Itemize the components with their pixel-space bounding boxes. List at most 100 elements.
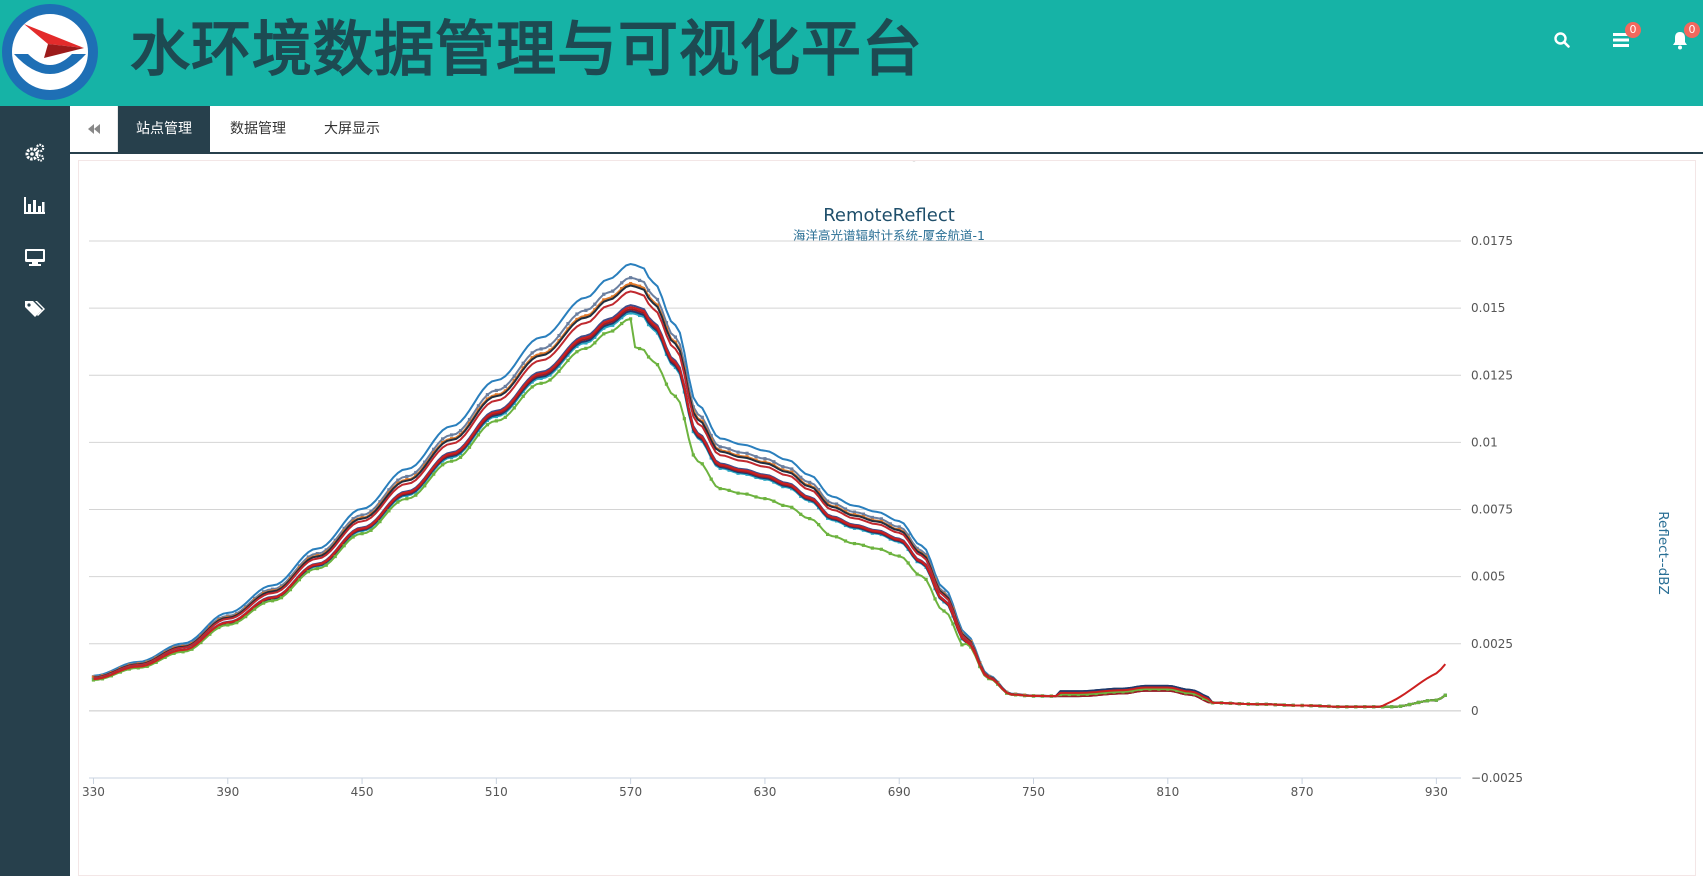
tab-data-management[interactable]: 数据管理 <box>230 121 286 137</box>
series-markers-10 <box>91 317 1447 709</box>
x-tick-label: 510 <box>485 785 508 799</box>
data-point <box>1094 691 1098 696</box>
data-point <box>897 525 901 529</box>
y-tick-label: 0.015 <box>1471 301 1505 315</box>
data-point <box>548 348 552 352</box>
data-point <box>485 397 489 401</box>
data-point <box>772 499 776 503</box>
tab-bar: 站点管理 数据管理 大屏显示 <box>70 106 1703 154</box>
series-markers-3 <box>91 281 1447 709</box>
data-point <box>593 335 597 339</box>
data-point <box>620 281 624 285</box>
sidebar-item-tags[interactable] <box>0 284 70 334</box>
data-point <box>799 512 803 516</box>
data-point <box>467 417 472 422</box>
data-point <box>593 308 597 312</box>
data-point <box>942 609 946 613</box>
data-point <box>244 615 248 619</box>
data-point <box>834 535 839 539</box>
data-point <box>611 329 615 333</box>
data-point <box>790 467 794 471</box>
app-header: 水环境数据管理与可视化平台 0 0 <box>0 0 1703 106</box>
data-point <box>1103 691 1107 695</box>
data-point <box>1148 687 1152 691</box>
x-tick-label: 390 <box>216 785 239 799</box>
data-point <box>521 394 525 398</box>
data-point <box>655 363 660 367</box>
data-point <box>951 622 955 626</box>
data-point <box>718 487 722 491</box>
data-point <box>485 393 489 397</box>
tab-site-management[interactable]: 站点管理 <box>118 106 210 152</box>
sidebar-item-charts[interactable] <box>0 180 70 230</box>
data-point <box>1130 689 1134 693</box>
x-tick-label: 870 <box>1291 785 1314 799</box>
data-point <box>745 455 749 459</box>
data-point <box>279 596 284 600</box>
data-point <box>333 554 337 559</box>
data-point <box>611 323 615 327</box>
data-point <box>557 339 561 343</box>
data-point <box>566 322 570 326</box>
data-point <box>879 517 883 521</box>
data-point <box>253 607 257 611</box>
x-axis-ticks: 330 390 450 510 570 630 690 750 810 870 930 <box>82 777 1461 799</box>
data-point <box>199 640 203 645</box>
x-tick-label: 690 <box>888 785 911 799</box>
data-point <box>754 458 758 462</box>
data-point <box>315 552 319 556</box>
data-point <box>745 472 749 476</box>
data-point <box>825 532 830 537</box>
data-point <box>1058 692 1062 697</box>
data-point <box>503 415 507 419</box>
collapse-tabs-button[interactable] <box>70 106 118 152</box>
search-icon[interactable] <box>1542 20 1582 60</box>
tab-big-screen[interactable]: 大屏显示 <box>324 121 380 137</box>
data-point <box>530 356 534 360</box>
data-point <box>342 544 346 548</box>
data-point <box>530 351 534 355</box>
data-point <box>772 480 776 484</box>
data-point <box>261 590 266 594</box>
data-point <box>575 312 579 316</box>
y-tick-label: 0.0075 <box>1471 503 1513 517</box>
data-point <box>897 554 901 558</box>
data-point <box>512 374 516 378</box>
data-point <box>629 281 633 286</box>
monitor-icon <box>25 249 45 266</box>
data-point <box>808 517 812 521</box>
data-point <box>557 333 561 338</box>
data-point <box>834 502 839 506</box>
data-point <box>261 601 266 605</box>
data-point <box>369 509 373 513</box>
chart-subtitle: 海洋高光谱辐射计系统-厦金航道-1 <box>793 228 985 243</box>
data-point <box>449 437 454 441</box>
data-point <box>620 321 624 326</box>
series-line-2 <box>93 276 1446 708</box>
data-point <box>781 465 785 469</box>
data-point <box>727 447 731 451</box>
sidebar-item-display[interactable] <box>0 232 70 282</box>
data-point <box>772 460 776 464</box>
data-point <box>861 512 866 516</box>
data-point <box>915 546 919 550</box>
chart-grid <box>89 240 1461 779</box>
sidebar-item-settings[interactable] <box>0 128 70 178</box>
data-point <box>476 433 481 437</box>
data-point <box>646 288 651 292</box>
data-point <box>423 484 427 488</box>
series-line-6 <box>93 304 1446 708</box>
data-point <box>306 555 310 559</box>
data-point <box>709 477 713 481</box>
data-point <box>620 287 624 291</box>
bell-icon[interactable]: 0 <box>1660 20 1700 60</box>
data-point <box>718 445 722 449</box>
data-point <box>637 278 642 282</box>
tasks-icon[interactable]: 0 <box>1601 20 1641 60</box>
data-point <box>441 463 445 467</box>
data-point <box>754 475 758 479</box>
data-point <box>297 578 301 582</box>
data-point <box>1112 690 1116 694</box>
chart-title: RemoteReflect <box>823 205 955 226</box>
data-point <box>1067 692 1071 697</box>
